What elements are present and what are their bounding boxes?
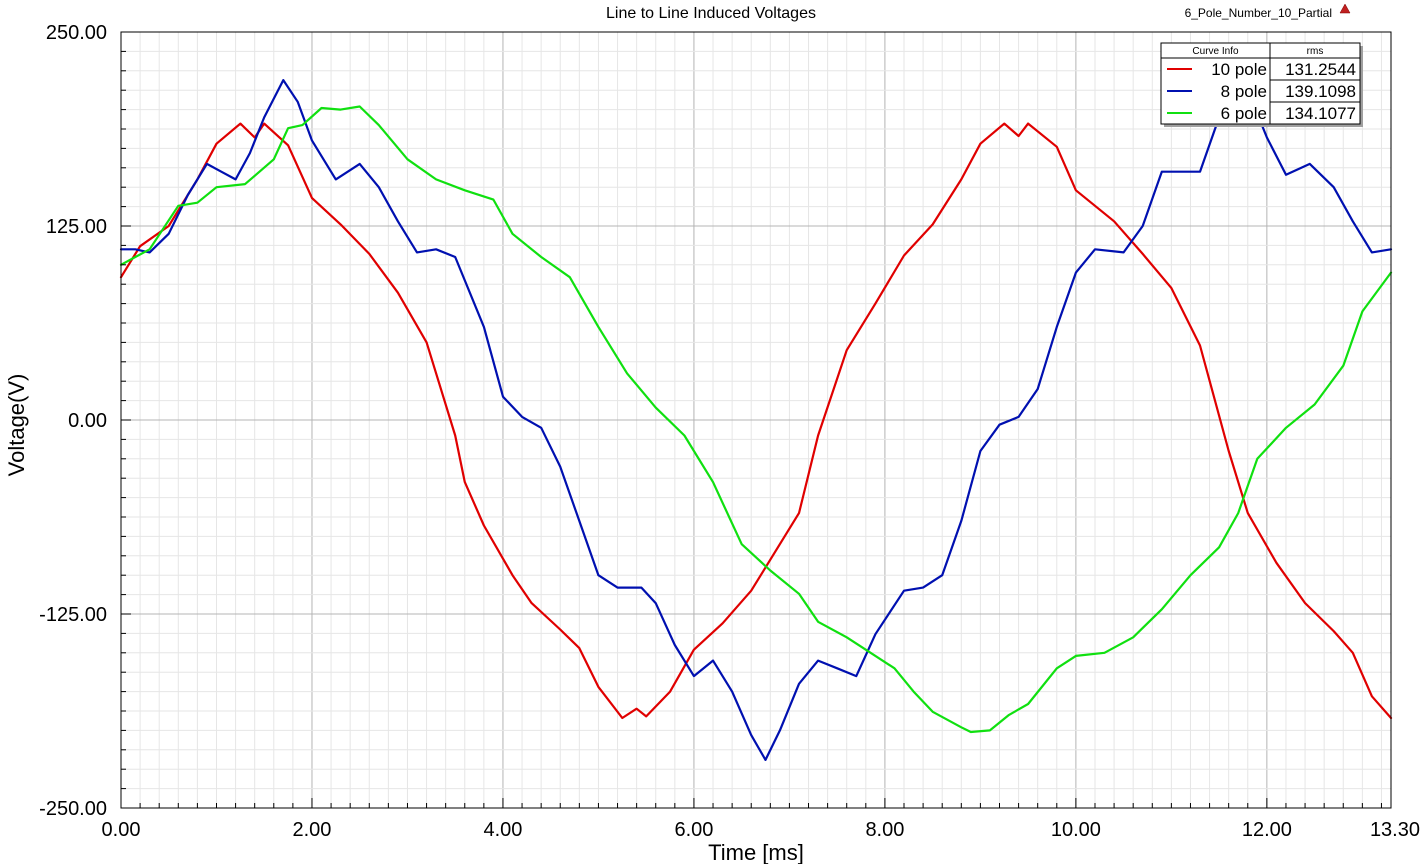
legend-rms-value: 139.1098 [1285,82,1356,101]
x-tick-label: 8.00 [865,819,904,841]
legend-series-name: 10 pole [1211,60,1267,79]
y-tick-label: 125.00 [46,216,107,238]
legend-header-curve-info: Curve Info [1192,46,1239,57]
chart-title: Line to Line Induced Voltages [606,5,816,22]
y-tick-label: -125.00 [39,604,107,626]
legend[interactable]: Curve Info rms 10 pole 131.2544 8 pole 139.10… [1160,42,1363,127]
y-tick-label: 250.00 [46,22,107,44]
y-tick-label: 0.00 [68,410,107,432]
series-line-6-pole [119,105,1393,734]
series-line-10-pole [119,122,1393,720]
x-tick-labels: 0.00 2.00 4.00 6.00 8.00 10.00 12.00 13.30 [102,819,1420,841]
series-line-8-pole [119,79,1393,761]
x-tick-label: 10.00 [1051,819,1101,841]
y-tick-labels: 250.00 125.00 0.00 -125.00 -250.00 [39,22,107,820]
legend-rms-value: 131.2544 [1285,60,1356,79]
x-tick-label: 4.00 [483,819,522,841]
legend-header-rms: rms [1307,46,1324,57]
legend-series-name: 8 pole [1221,82,1267,101]
x-axis-label: Time [ms] [708,840,804,864]
y-tick-label: -250.00 [39,798,107,820]
x-tick-label: 12.00 [1242,819,1292,841]
x-tick-label: 0.00 [102,819,141,841]
legend-rms-value: 134.1077 [1285,104,1356,123]
series-layer [119,79,1393,761]
legend-series-name: 6 pole [1221,104,1267,123]
tick-marks [121,50,1382,808]
warning-icon [1339,3,1351,14]
legend-box [1160,42,1361,125]
y-axis-label: Voltage(V) [4,374,29,477]
design-name: 6_Pole_Number_10_Partial [1185,6,1332,20]
grid [121,32,1391,808]
x-tick-label: 2.00 [293,819,332,841]
x-tick-label: 6.00 [674,819,713,841]
x-tick-label: 13.30 [1370,819,1420,841]
